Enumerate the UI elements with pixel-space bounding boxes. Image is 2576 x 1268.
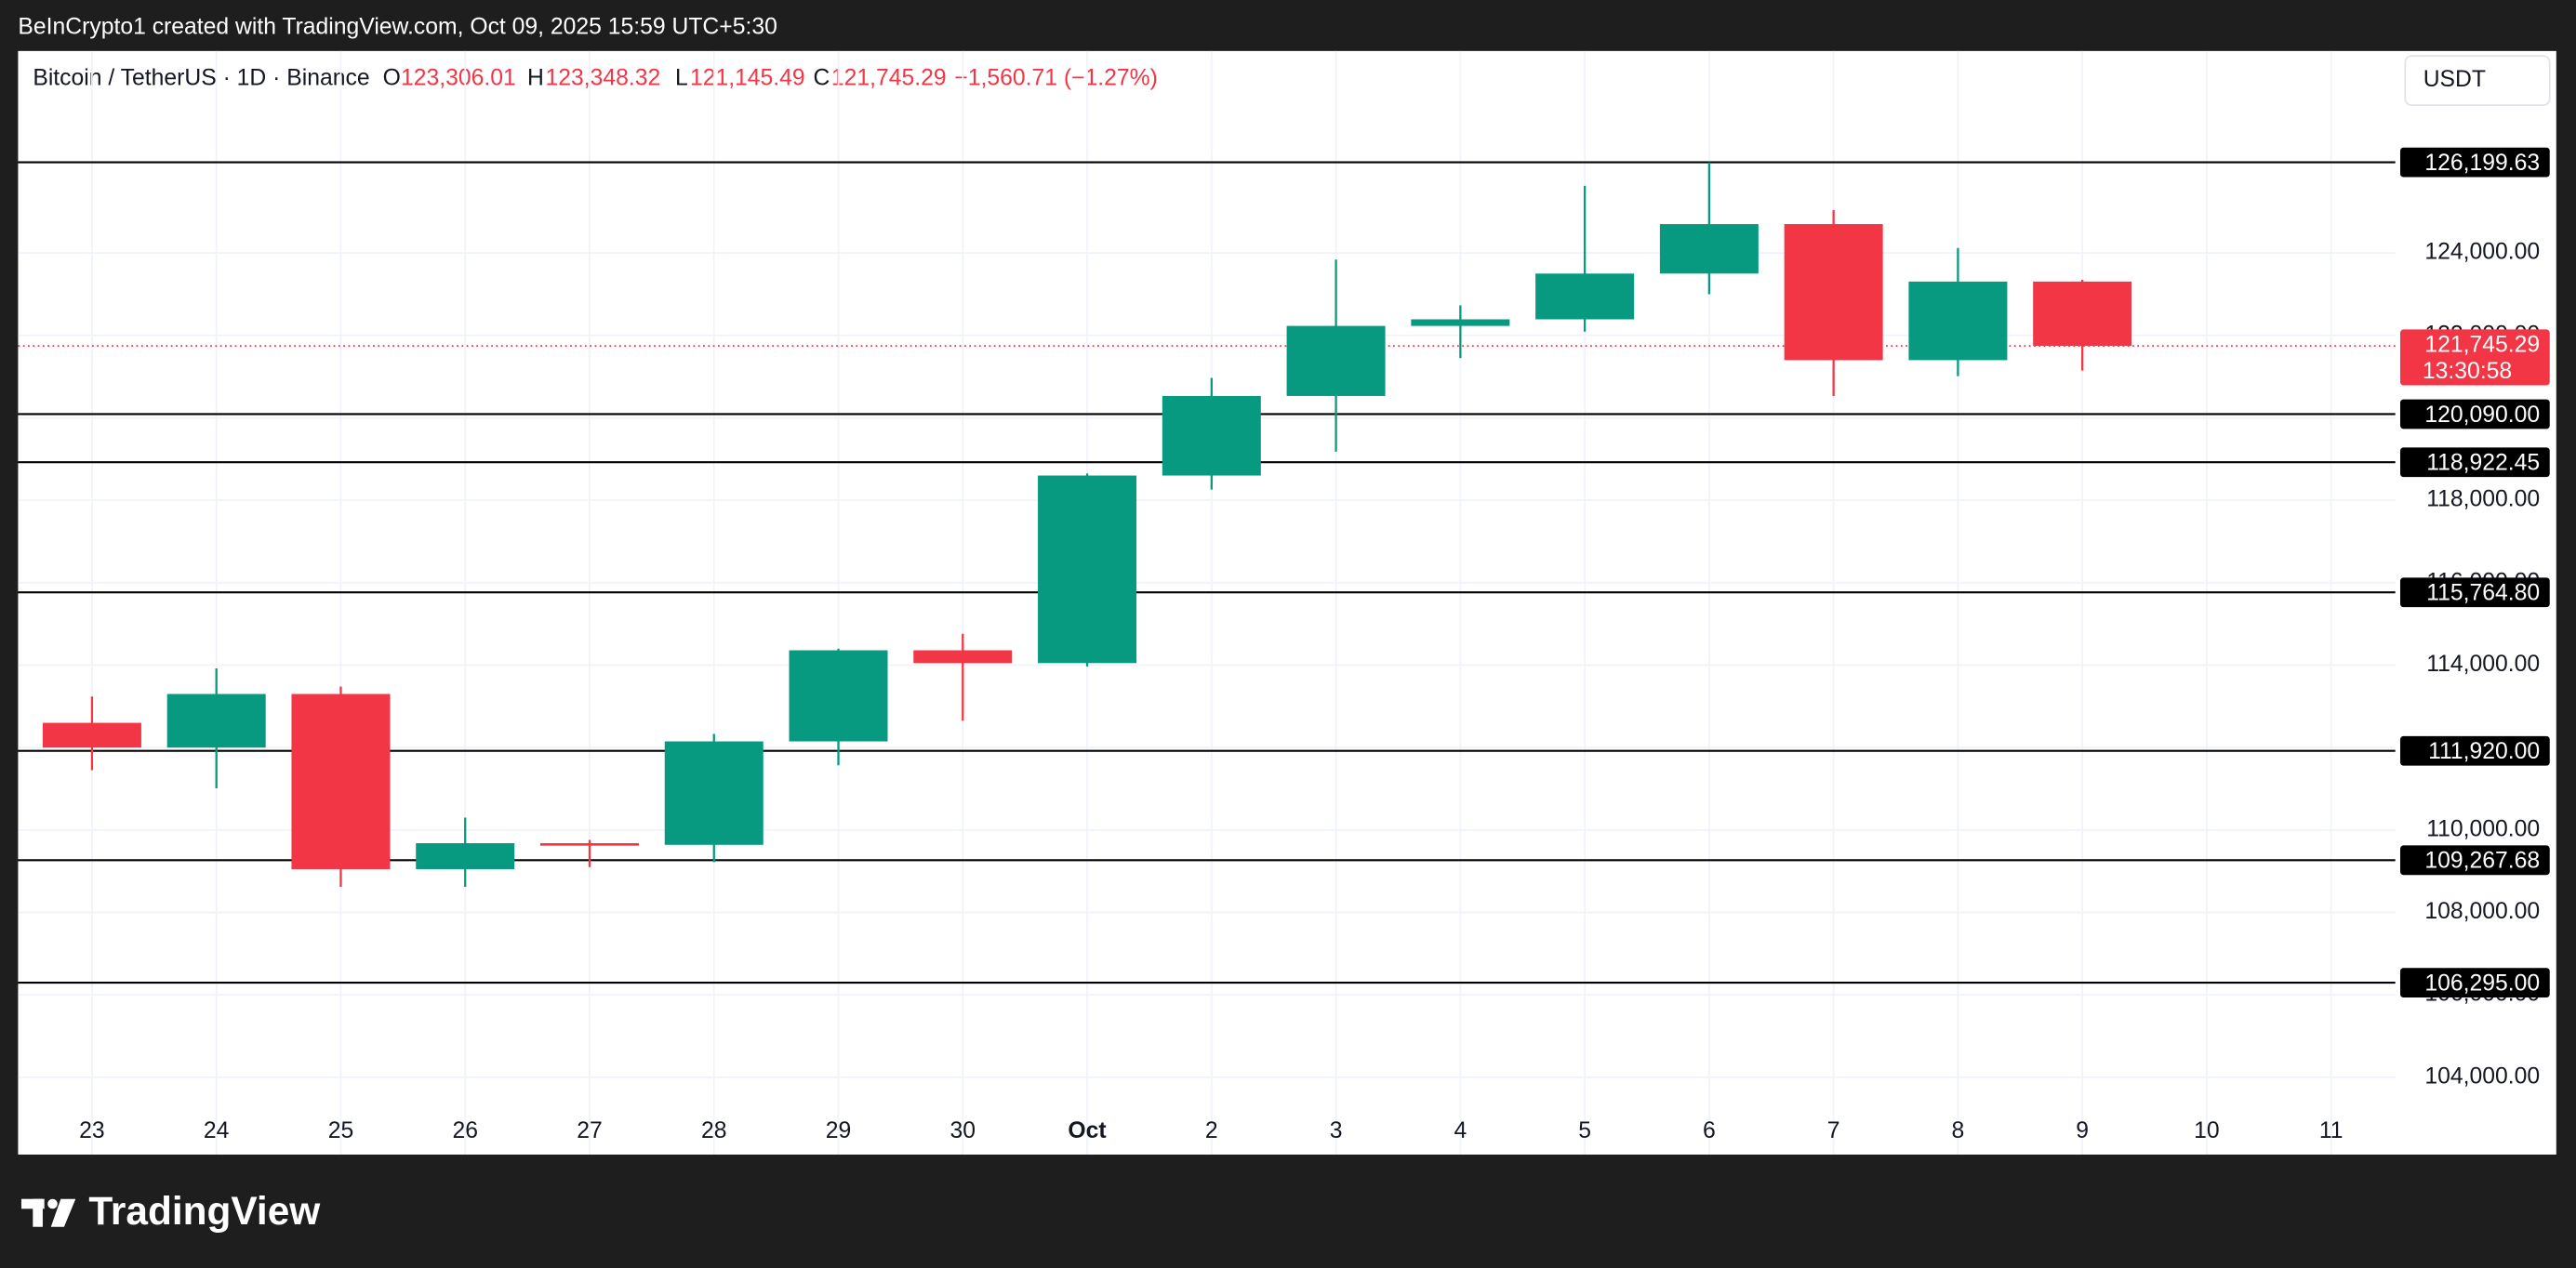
last-price-box [2399,329,2550,386]
x-tick-label: 6 [1703,1118,1716,1143]
change: −1,560.71 (−1.27%) [954,65,1158,90]
x-tick-label: 4 [1454,1118,1467,1143]
x-tick-label: 8 [1952,1118,1965,1143]
x-tick-label: 26 [452,1118,477,1143]
candle-body [291,693,391,869]
candle-body [1286,325,1386,396]
candle-body [1162,395,1261,476]
x-tick-label: 11 [2319,1118,2344,1143]
x-tick-label: 30 [950,1118,976,1143]
candle-body [1908,281,2008,361]
candle-body [1535,273,1635,320]
level-label-box [2399,968,2550,998]
x-tick-label: 9 [2076,1118,2089,1143]
level-label: 109,267.68 [2424,849,2540,874]
currency[interactable]: USDT [2423,67,2486,92]
x-tick-label: 7 [1827,1118,1840,1143]
x-tick-label: 10 [2194,1118,2219,1143]
level-label-box [2399,147,2550,178]
y-tick-label: 118,000.00 [2426,487,2540,512]
candle-body [1411,319,1510,326]
candle-body [539,843,639,846]
attribution: BeInCrypto1 created with TradingView.com… [18,15,777,40]
legend: Bitcoin / TetherUS · 1D · Binance O 123,… [33,65,1158,90]
level-label: 118,922.45 [2426,451,2540,476]
candle-body [416,843,515,869]
chart-panel [18,50,2556,1156]
logo-icon [20,1198,76,1227]
y-tick-label: 108,000.00 [2424,899,2540,924]
candle-body [913,650,1013,664]
x-tick-label: 25 [328,1118,354,1143]
level-label: 115,764.80 [2426,581,2540,606]
candle-body [789,650,888,742]
level-label: 111,920.00 [2428,739,2540,764]
level-label: 120,090.00 [2424,403,2540,428]
level-label-box [2399,447,2550,478]
ohlc-key: O [383,65,401,90]
currency-box[interactable] [2404,55,2551,107]
level-label-box [2399,845,2550,876]
ohlc-key: L [675,65,688,90]
x-tick-label: Oct [1068,1118,1106,1143]
candle-body [664,741,764,845]
x-tick-label: 24 [204,1118,230,1143]
candle-body [166,693,266,748]
y-tick-label: 124,000.00 [2424,240,2540,265]
ohlc-key: C [813,65,830,90]
candle-body [1784,224,1883,361]
y-tick-label: 110,000.00 [2426,816,2540,841]
y-tick-label: 104,000.00 [2424,1063,2540,1089]
symbol: Bitcoin / TetherUS · 1D · Binance [33,65,369,90]
y-tick-label: 114,000.00 [2426,652,2540,677]
ohlc-value: 123,348.32 [546,65,661,90]
x-tick-label: 29 [826,1118,852,1143]
logo: TradingView [88,1189,321,1233]
x-tick-label: 28 [701,1118,727,1143]
ohlc-value: 121,145.49 [690,65,805,90]
ohlc-key: H [527,65,544,90]
level-label-box [2399,735,2550,766]
candle-body [42,722,141,748]
x-tick-label: 5 [1578,1118,1591,1143]
candle-body [2033,281,2132,347]
candle-body [1038,475,1137,664]
level-label: 106,295.00 [2424,971,2540,996]
candle-body [1659,224,1759,274]
x-tick-label: 3 [1330,1118,1343,1143]
level-label-box [2399,399,2550,429]
ohlc-value: 121,745.29 [831,65,947,90]
x-tick-label: 23 [79,1118,105,1143]
x-tick-label: 27 [577,1118,602,1143]
last-price-label: 121,745.29 [2424,333,2540,358]
ohlc-value: 123,306.01 [401,65,516,90]
countdown: 13:30:58 [2423,359,2512,384]
level-label-box [2399,577,2550,608]
x-tick-label: 2 [1205,1118,1218,1143]
level-label: 126,199.63 [2424,151,2540,176]
